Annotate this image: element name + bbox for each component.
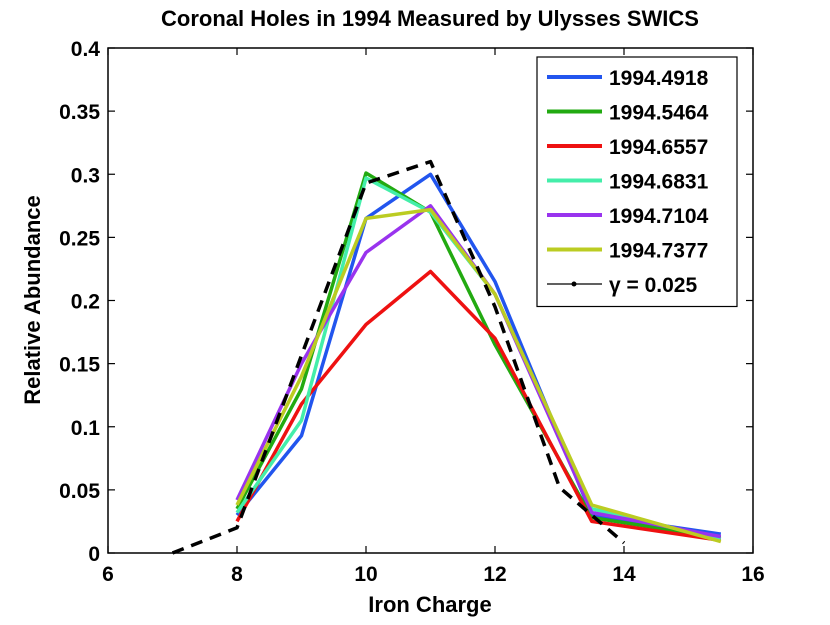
legend: 1994.4918 1994.5464 1994.6557 1994.6831 1994…: [536, 56, 738, 308]
y-tick-label: 0.15: [59, 354, 100, 377]
legend-marker: [571, 281, 577, 287]
y-tick-label: 0.4: [71, 38, 101, 61]
x-tick-label: 12: [483, 563, 506, 586]
legend-label: 1994.6557: [609, 136, 708, 159]
y-axis-label: Relative Abundance: [20, 195, 45, 404]
legend-label: 1994.7377: [609, 240, 708, 263]
series-line-0-025: [171, 159, 626, 555]
x-tick-label: 10: [354, 563, 377, 586]
y-tick-label: 0.05: [59, 480, 100, 503]
x-tick-label: 8: [231, 563, 243, 586]
axis-ticks: 6 8 10 12 14 16 0 0.05 0.1 0.15 0.2 0.25 0.3 0.35 0.4: [59, 38, 765, 586]
x-tick-label: 6: [102, 563, 114, 586]
y-tick-label: 0.1: [71, 417, 101, 440]
legend-label: 1994.7104: [609, 205, 709, 228]
y-tick-label: 0.2: [71, 291, 100, 314]
legend-label: 1994.5464: [609, 102, 709, 125]
series-line-1994-6557: [235, 269, 722, 543]
y-tick-label: 0.3: [71, 164, 100, 187]
x-tick-label: 14: [612, 563, 636, 586]
series-lines: [171, 159, 722, 555]
y-tick-label: 0.35: [59, 101, 100, 124]
series-line-1994-7377: [235, 207, 722, 544]
legend-label: 1994.6831: [609, 171, 709, 194]
x-axis-label: Iron Charge: [368, 592, 491, 617]
chart-title: Coronal Holes in 1994 Measured by Ulysse…: [161, 6, 699, 31]
y-tick-label: 0: [88, 543, 100, 566]
legend-label: 1994.4918: [609, 67, 709, 90]
series-line-1994-7104: [235, 204, 722, 539]
y-tick-label: 0.25: [59, 227, 100, 250]
legend-label: γ = 0.025: [609, 274, 697, 297]
x-tick-label: 16: [741, 563, 764, 586]
